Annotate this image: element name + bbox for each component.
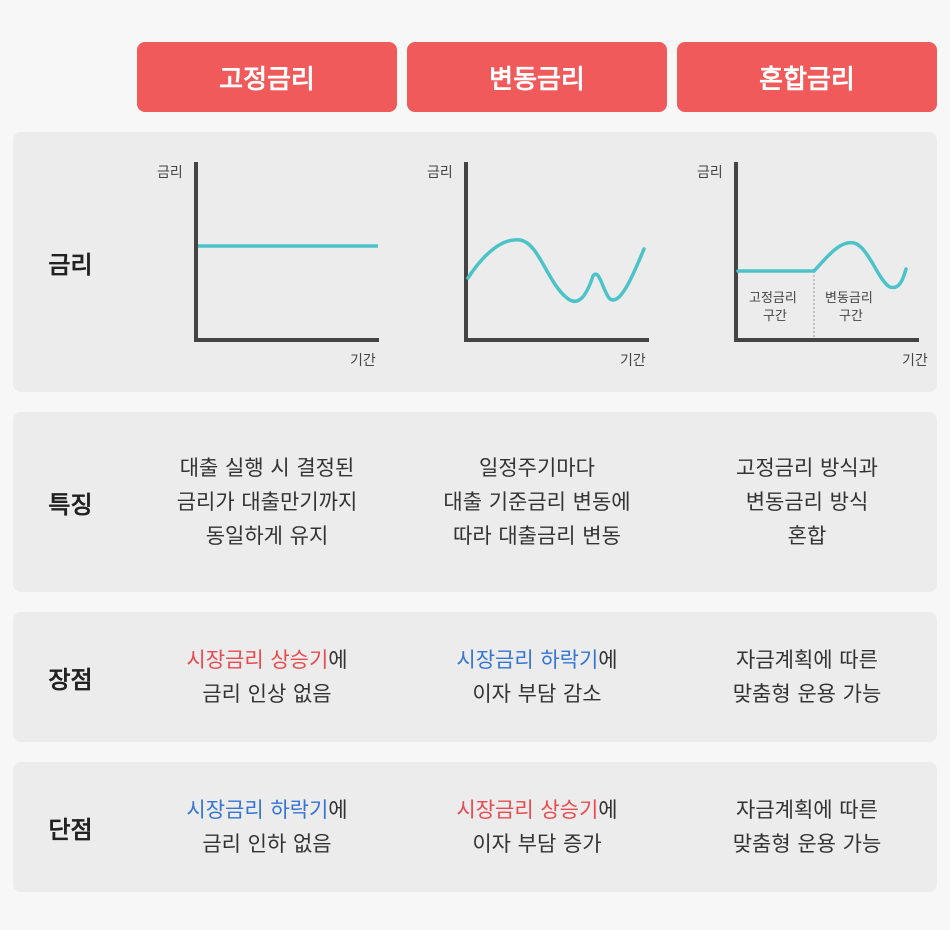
- highlight-text: 시장금리 하락기: [456, 648, 599, 672]
- highlight-text: 시장금리 하락기: [186, 798, 329, 822]
- row-label-feature: 특징: [48, 490, 93, 519]
- pros-variable: 시장금리 하락기에 이자 부담 감소: [407, 612, 667, 742]
- chart-y-label: 금리: [697, 165, 723, 181]
- row-cons: 단점 시장금리 하락기에 금리 인하 없음 시장금리 상승기에 이자 부담 증가…: [13, 762, 937, 892]
- text-line: 자금계획에 따른: [736, 648, 878, 672]
- feature-mixed: 고정금리 방식과 변동금리 방식 혼합: [677, 412, 937, 592]
- text-tail: 에: [328, 798, 348, 822]
- header-variable-rate: 변동금리: [407, 42, 667, 112]
- mixed-rate-chart: 금리 고정금리 구간 변동금리 구간 기간: [697, 162, 928, 369]
- text-line: 이자 부담 증가: [472, 832, 602, 856]
- text-line: 맞춤형 운용 가능: [732, 832, 882, 856]
- row-feature: 특징 대출 실행 시 결정된 금리가 대출만기까지 동일하게 유지 일정주기마다…: [13, 412, 937, 592]
- text-tail: 에: [328, 648, 348, 672]
- row-pros: 장점 시장금리 상승기에 금리 인상 없음 시장금리 하락기에 이자 부담 감소…: [13, 612, 937, 742]
- variable-zone-label: 변동금리 구간: [825, 291, 877, 324]
- feature-fixed: 대출 실행 시 결정된 금리가 대출만기까지 동일하게 유지: [137, 412, 397, 592]
- text-line: 맞춤형 운용 가능: [732, 682, 882, 706]
- row-label-rate: 금리: [48, 250, 93, 279]
- text-line: 금리가 대출만기까지: [176, 490, 358, 514]
- row-label-cons: 단점: [48, 815, 93, 844]
- pros-fixed: 시장금리 상승기에 금리 인상 없음: [137, 612, 397, 742]
- row-label-pros: 장점: [48, 665, 93, 694]
- pros-mixed: 자금계획에 따른 맞춤형 운용 가능: [677, 612, 937, 742]
- feature-variable: 일정주기마다 대출 기준금리 변동에 따라 대출금리 변동: [407, 412, 667, 592]
- text-line: 대출 기준금리 변동에: [443, 490, 631, 514]
- text-line: 시장금리 하락기에: [186, 793, 347, 827]
- cons-mixed: 자금계획에 따른 맞춤형 운용 가능: [677, 762, 937, 892]
- text-line: 대출 실행 시 결정된: [179, 456, 355, 480]
- text-line: 고정금리 방식과: [736, 456, 878, 480]
- highlight-text: 시장금리 상승기: [456, 798, 599, 822]
- text-line: 동일하게 유지: [205, 524, 329, 548]
- chart-x-label: 기간: [620, 353, 646, 369]
- text-line: 금리 인하 없음: [202, 832, 332, 856]
- variable-rate-chart: 금리 기간: [427, 162, 649, 369]
- text-line: 시장금리 상승기에: [456, 793, 617, 827]
- text-line: 혼합: [787, 524, 827, 548]
- header-mixed-rate: 혼합금리: [677, 42, 937, 112]
- text-line: 금리 인상 없음: [202, 682, 332, 706]
- chart-x-label: 기간: [902, 353, 928, 369]
- text-line: 따라 대출금리 변동: [453, 524, 621, 548]
- text-line: 일정주기마다: [479, 456, 595, 480]
- text-line: 시장금리 상승기에: [186, 643, 347, 677]
- text-tail: 에: [598, 648, 618, 672]
- text-tail: 에: [598, 798, 618, 822]
- chart-x-label: 기간: [350, 353, 376, 369]
- highlight-text: 시장금리 상승기: [186, 648, 329, 672]
- fixed-rate-chart: 금리 기간: [157, 162, 379, 369]
- cons-fixed: 시장금리 하락기에 금리 인하 없음: [137, 762, 397, 892]
- chart-y-label: 금리: [427, 165, 453, 181]
- text-line: 시장금리 하락기에: [456, 643, 617, 677]
- text-line: 변동금리 방식: [745, 490, 869, 514]
- cons-variable: 시장금리 상승기에 이자 부담 증가: [407, 762, 667, 892]
- mixed-rate-line: [736, 241, 908, 290]
- header-fixed-rate: 고정금리: [137, 42, 397, 112]
- variable-rate-line: [466, 238, 646, 304]
- chart-y-label: 금리: [157, 165, 183, 181]
- text-line: 이자 부담 감소: [472, 682, 602, 706]
- text-line: 자금계획에 따른: [736, 798, 878, 822]
- fixed-zone-label: 고정금리 구간: [749, 291, 801, 324]
- row-rate: 금리 금리 기간 금리 기간 금리 고정금리 구간 변동금리 구간 기간: [13, 132, 937, 392]
